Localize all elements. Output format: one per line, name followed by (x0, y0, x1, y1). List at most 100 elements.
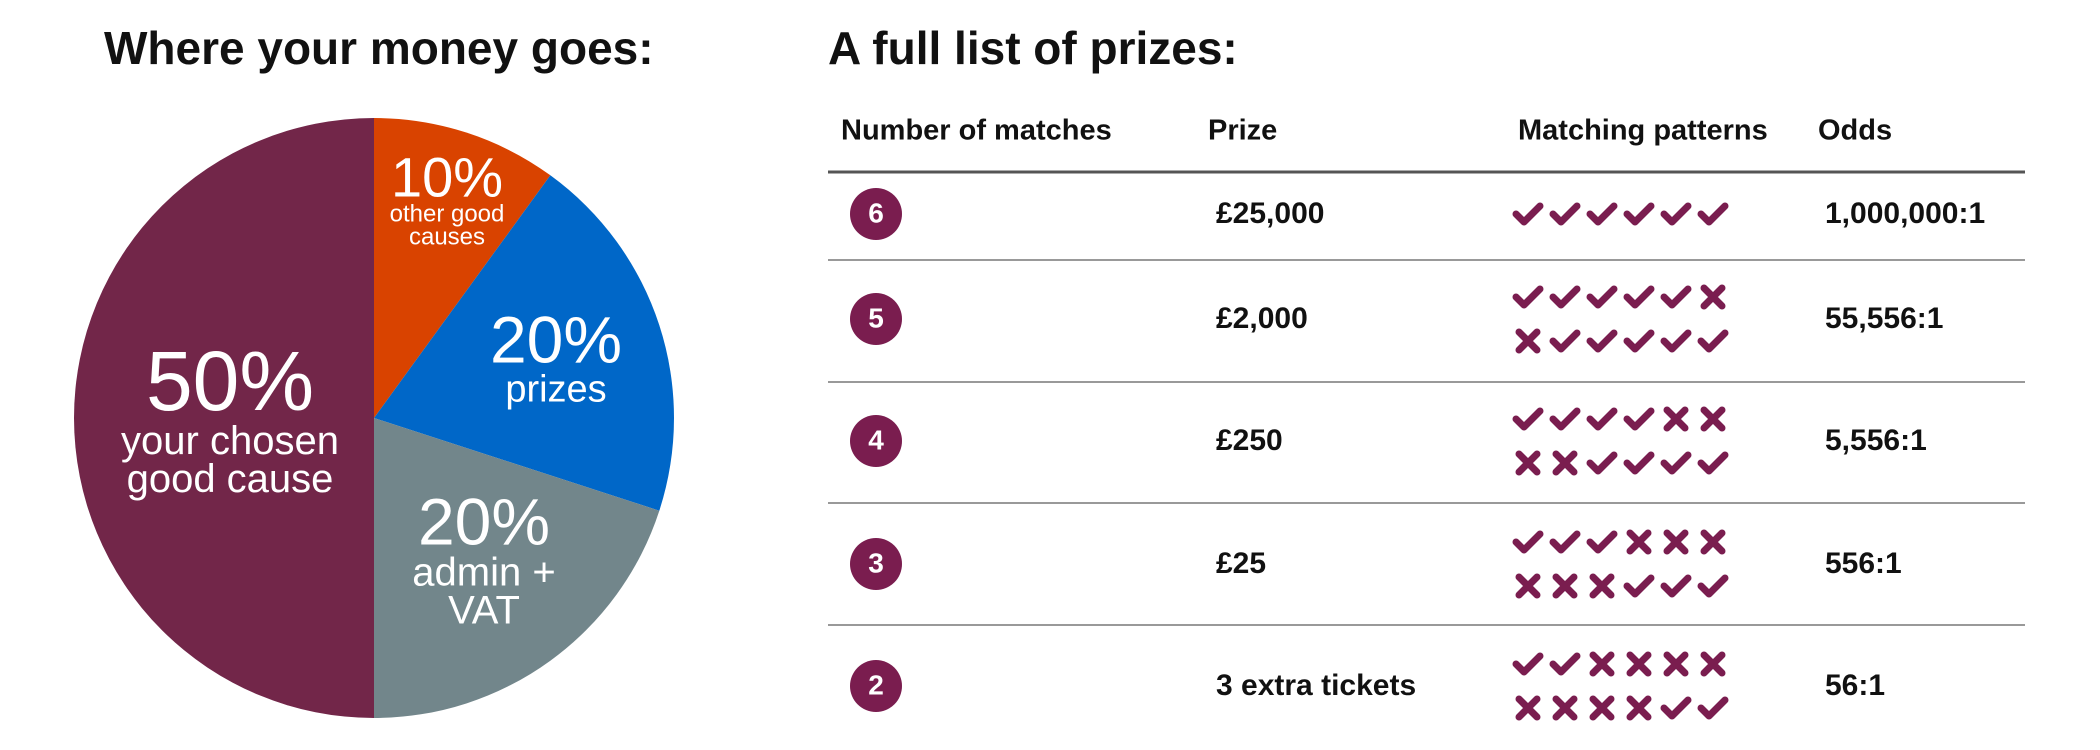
tick-icon (1697, 574, 1729, 598)
tick-stroke (1512, 407, 1544, 431)
cross-stroke (1700, 406, 1726, 432)
cross-stroke (1552, 450, 1578, 476)
cross-icon (1552, 573, 1578, 599)
cross-stroke (1515, 695, 1541, 721)
cross-icon (1589, 695, 1615, 721)
tick-icon (1660, 202, 1692, 226)
prize: £2,000 (1216, 302, 1308, 335)
cross-stroke (1626, 651, 1652, 677)
prize: 3 extra tickets (1216, 669, 1416, 702)
tick-icon (1623, 574, 1655, 598)
tick-stroke (1549, 285, 1581, 309)
tick-stroke (1660, 696, 1692, 720)
match-count: 2 (868, 669, 884, 700)
tick-stroke (1586, 407, 1618, 431)
tick-stroke (1623, 202, 1655, 226)
column-header: Odds (1818, 115, 1892, 147)
tick-icon (1512, 202, 1544, 226)
cross-stroke (1589, 573, 1615, 599)
tick-stroke (1586, 530, 1618, 554)
slice-value: 10% (390, 145, 504, 209)
tick-stroke (1623, 285, 1655, 309)
match-badge (850, 188, 902, 240)
tick-stroke (1586, 202, 1618, 226)
tick-icon (1623, 451, 1655, 475)
cross-stroke (1626, 529, 1652, 555)
pie-title: Where your money goes: (104, 22, 654, 74)
tick-icon (1512, 530, 1544, 554)
tick-stroke (1549, 202, 1581, 226)
tick-icon (1660, 285, 1692, 309)
tick-icon (1660, 696, 1692, 720)
cross-icon (1626, 695, 1652, 721)
odds: 55,556:1 (1825, 302, 1943, 335)
cross-stroke (1515, 450, 1541, 476)
cross-stroke (1589, 651, 1615, 677)
cross-stroke (1700, 651, 1726, 677)
cross-icon (1515, 695, 1541, 721)
odds: 1,000,000:1 (1825, 197, 1985, 230)
tick-stroke (1549, 530, 1581, 554)
tick-stroke (1512, 202, 1544, 226)
tick-stroke (1697, 451, 1729, 475)
column-header: Prize (1208, 115, 1277, 147)
prize: £25,000 (1216, 197, 1324, 230)
tick-stroke (1586, 451, 1618, 475)
tick-icon (1623, 285, 1655, 309)
tick-icon (1660, 451, 1692, 475)
tick-icon (1512, 285, 1544, 309)
match-count: 5 (868, 302, 884, 333)
cross-stroke (1700, 284, 1726, 310)
tick-icon (1586, 451, 1618, 475)
slice-label: 50% your chosen good cause (100, 339, 360, 501)
cross-icon (1663, 406, 1689, 432)
tick-stroke (1623, 574, 1655, 598)
tick-stroke (1697, 574, 1729, 598)
match-count: 6 (868, 197, 884, 228)
prize: £25 (1216, 547, 1266, 580)
cross-icon (1589, 651, 1615, 677)
tick-icon (1549, 202, 1581, 226)
cross-stroke (1552, 573, 1578, 599)
tick-stroke (1512, 652, 1544, 676)
odds: 556:1 (1825, 547, 1902, 580)
slice-category: prizes (505, 368, 607, 411)
match-badge (850, 293, 902, 345)
cross-stroke (1589, 695, 1615, 721)
cross-icon (1552, 695, 1578, 721)
tick-stroke (1623, 329, 1655, 353)
match-badge (850, 538, 902, 590)
odds: 5,556:1 (1825, 424, 1927, 457)
tick-icon (1586, 202, 1618, 226)
cross-stroke (1626, 695, 1652, 721)
tick-icon (1586, 530, 1618, 554)
tick-stroke (1512, 285, 1544, 309)
tick-icon (1623, 407, 1655, 431)
pie-slice (374, 175, 674, 511)
column-header: Number of matches (841, 115, 1112, 147)
pie-slice (74, 118, 374, 718)
tick-icon (1660, 329, 1692, 353)
match-count: 3 (868, 547, 884, 578)
tick-stroke (1660, 329, 1692, 353)
cross-icon (1700, 406, 1726, 432)
tick-stroke (1512, 530, 1544, 554)
tick-stroke (1586, 285, 1618, 309)
tick-stroke (1660, 574, 1692, 598)
tick-stroke (1623, 407, 1655, 431)
tick-icon (1549, 285, 1581, 309)
slice-label: 20% prizes (456, 302, 656, 411)
cross-icon (1700, 284, 1726, 310)
tick-icon (1549, 652, 1581, 676)
slice-category: your chosen good cause (121, 418, 339, 501)
pie-slice (374, 418, 660, 718)
pie-slice (374, 118, 551, 418)
tick-icon (1586, 329, 1618, 353)
tick-icon (1586, 407, 1618, 431)
tick-stroke (1623, 451, 1655, 475)
cross-stroke (1663, 406, 1689, 432)
tick-stroke (1697, 696, 1729, 720)
slice-value: 20% (417, 484, 551, 559)
slice-value: 20% (489, 302, 623, 377)
